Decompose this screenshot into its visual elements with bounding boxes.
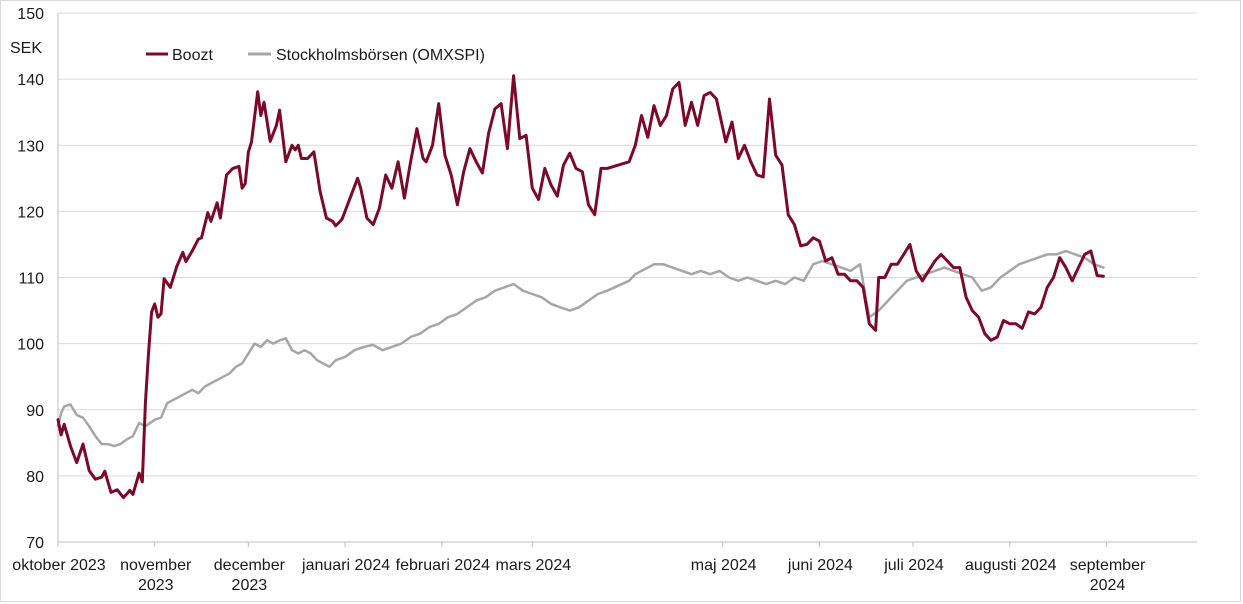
x-tick-label-1: november 2023	[120, 557, 192, 594]
y-tick-labels: 70 80 90 100 110 120 130 140 150	[17, 6, 44, 552]
series-line-boozt	[56, 74, 1105, 500]
x-tick-labels: oktober 2023 november 2023 december 2023 janu…	[12, 542, 1146, 594]
y-tick-label-150: 150	[17, 6, 44, 23]
gridlines	[58, 12, 1197, 477]
y-tick-label-90: 90	[26, 403, 44, 420]
series-lines	[56, 74, 1105, 500]
y-tick-label-110: 110	[18, 271, 44, 288]
y-tick-label-120: 120	[17, 204, 44, 221]
x-tick-label-0: oktober 2023	[12, 557, 106, 574]
series-line-omxspi	[56, 249, 1105, 448]
x-tick-label-3: januari 2024	[301, 557, 390, 574]
legend: Boozt Stockholmsbörsen (OMXSPI)	[146, 47, 485, 64]
x-tick-label-7: juni 2024	[787, 557, 853, 574]
y-axis-label: SEK	[10, 40, 42, 57]
y-tick-label-80: 80	[26, 469, 44, 486]
y-tick-label-140: 140	[17, 72, 44, 89]
x-tick-label-4: februari 2024	[396, 557, 490, 574]
y-tick-label-130: 130	[17, 138, 44, 155]
x-tick-label-6: maj 2024	[691, 557, 757, 574]
x-tick-label-8: juli 2024	[883, 557, 944, 574]
legend-label-0: Boozt	[172, 47, 213, 64]
x-tick-label-2: december 2023	[214, 557, 286, 594]
x-tick-label-5: mars 2024	[496, 557, 572, 574]
y-tick-label-100: 100	[17, 337, 44, 354]
x-tick-label-10: september 2024	[1070, 557, 1146, 594]
axes	[57, 13, 1197, 543]
x-tick-label-9: augusti 2024	[965, 557, 1057, 574]
legend-label-1: Stockholmsbörsen (OMXSPI)	[276, 47, 485, 64]
y-tick-label-70: 70	[26, 535, 44, 552]
